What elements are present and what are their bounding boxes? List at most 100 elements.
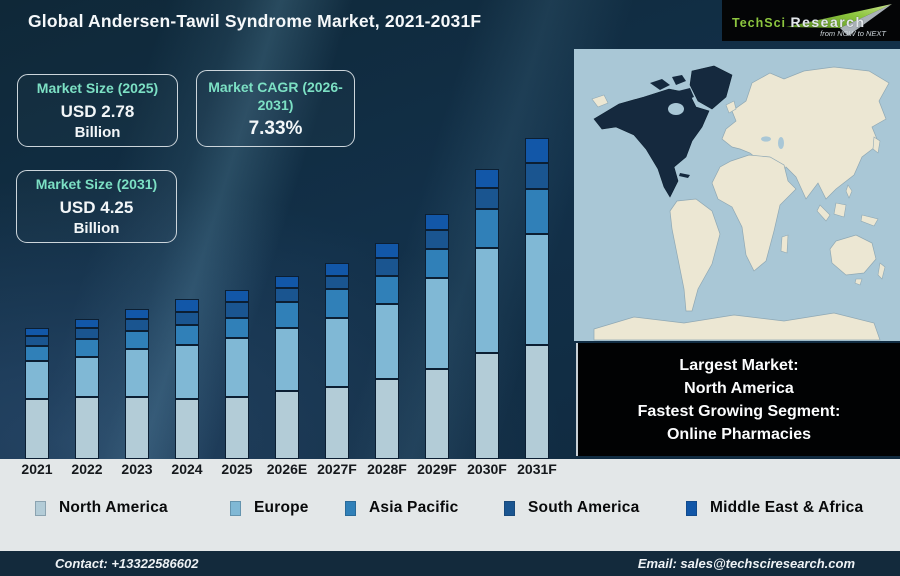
map-chukotka	[591, 94, 609, 108]
bar-segment-2027F-europe	[325, 318, 349, 387]
legend-item-asia-pacific: Asia Pacific	[345, 498, 458, 518]
market-cagr-box: Market CAGR (2026-2031) 7.33%	[196, 70, 355, 147]
bar-segment-2022-europe	[75, 357, 99, 397]
legend-swatch-icon	[686, 500, 697, 516]
bar-segment-2030F-north-america	[475, 353, 499, 459]
legend-swatch-icon	[345, 500, 356, 516]
bar-segment-2029F-south-america	[425, 230, 449, 249]
callout-line-4: Online Pharmacies	[666, 425, 812, 443]
bar-segment-2030F-asia-pacific	[475, 209, 499, 248]
legend-label: Europe	[254, 499, 309, 516]
x-axis-label-2025: 2025	[221, 461, 253, 477]
bar-segment-2024-south-america	[175, 312, 199, 325]
map-greenland-highlight	[689, 65, 733, 110]
legend-swatch-icon	[230, 500, 241, 516]
bar-segment-2030F-middle-east-africa	[475, 169, 499, 188]
legend-item-south-america: South America	[504, 498, 639, 518]
map-newguinea	[860, 214, 879, 227]
map-south-america	[669, 198, 721, 312]
map-madagascar	[780, 234, 789, 254]
bar-segment-2031F-south-america	[525, 163, 549, 189]
map-uk	[725, 100, 737, 114]
bar-segment-2026E-north-america	[275, 391, 299, 459]
legend-swatch-icon	[504, 500, 515, 516]
bar-segment-2029F-north-america	[425, 369, 449, 459]
page-title: Global Andersen-Tawil Syndrome Market, 2…	[28, 11, 482, 31]
callout-line-2: North America	[684, 379, 794, 397]
world-map-svg	[574, 49, 900, 341]
map-arctic-island-2	[672, 75, 686, 85]
logo-arrow-icon	[786, 4, 892, 36]
map-africa	[711, 154, 797, 272]
market-size-2025-value: USD 2.78	[60, 101, 135, 121]
x-axis-label-2022: 2022	[71, 461, 103, 477]
chart-legend: North America Europe Asia Pacific South Ame…	[0, 498, 900, 520]
bar-segment-2022-south-america	[75, 328, 99, 339]
legend-label: South America	[528, 499, 640, 516]
bar-segment-2028F-asia-pacific	[375, 276, 399, 304]
bar-segment-2021-asia-pacific	[25, 346, 49, 361]
market-size-2031-unit: Billion	[73, 219, 120, 237]
map-arctic-island-3	[678, 88, 694, 101]
x-axis-label-2026E: 2026E	[266, 461, 308, 477]
bar-segment-2031F-europe	[525, 234, 549, 345]
bar-segment-2023-asia-pacific	[125, 331, 149, 349]
legend-label: Middle East & Africa	[710, 499, 864, 516]
bar-segment-2024-middle-east-africa	[175, 299, 199, 312]
x-axis-label-2027F: 2027F	[317, 461, 357, 477]
bar-segment-2028F-south-america	[375, 258, 399, 276]
world-map	[574, 49, 900, 341]
footer-email: Email: sales@techsciresearch.com	[637, 556, 855, 571]
bottom-light-strip	[0, 459, 900, 551]
map-cuba	[679, 173, 690, 178]
bar-segment-2031F-asia-pacific	[525, 189, 549, 234]
logo-brand-primary: TechSci	[732, 16, 787, 30]
map-hudson-bay	[668, 103, 684, 115]
bar-segment-2022-asia-pacific	[75, 339, 99, 357]
x-axis-label-2023: 2023	[121, 461, 153, 477]
logo-brand-secondary: Research	[790, 14, 866, 30]
legend-item-europe: Europe	[230, 498, 309, 518]
callout-line-3: Fastest Growing Segment:	[637, 402, 841, 420]
bar-segment-2025-north-america	[225, 397, 249, 459]
bar-segment-2025-south-america	[225, 302, 249, 318]
bar-segment-2027F-south-america	[325, 276, 349, 289]
footer-bar: Contact: +13322586602 Email: sales@techs…	[0, 551, 900, 576]
map-north-america-highlight	[593, 88, 710, 198]
bar-segment-2026E-europe	[275, 328, 299, 391]
bar-segment-2023-north-america	[125, 397, 149, 459]
bar-segment-2021-middle-east-africa	[25, 328, 49, 336]
bar-segment-2028F-middle-east-africa	[375, 243, 399, 258]
market-size-2025-unit: Billion	[74, 123, 121, 141]
bar-segment-2029F-middle-east-africa	[425, 214, 449, 230]
market-size-2031-label: Market Size (2031)	[35, 175, 158, 192]
map-new-zealand	[877, 262, 886, 280]
bar-segment-2025-asia-pacific	[225, 318, 249, 338]
market-size-2025-label: Market Size (2025)	[36, 79, 159, 96]
map-black-sea	[761, 136, 771, 142]
bar-segment-2025-europe	[225, 338, 249, 397]
market-size-2025-box: Market Size (2025) USD 2.78 Billion	[17, 74, 178, 147]
x-axis-label-2024: 2024	[171, 461, 203, 477]
bar-segment-2022-middle-east-africa	[75, 319, 99, 328]
map-sumatra	[816, 204, 831, 222]
map-japan	[872, 136, 881, 154]
map-tasmania	[854, 278, 863, 286]
x-axis-label-2021: 2021	[21, 461, 53, 477]
bar-segment-2027F-asia-pacific	[325, 289, 349, 318]
techsci-logo: TechSci Research from NOW to NEXT	[722, 0, 900, 41]
legend-item-middle-east-africa: Middle East & Africa	[686, 498, 863, 518]
largest-market-callout: Largest Market: North America Fastest Gr…	[576, 343, 900, 456]
bar-segment-2029F-europe	[425, 278, 449, 369]
bar-segment-2021-north-america	[25, 399, 49, 459]
bar-segment-2024-europe	[175, 345, 199, 399]
bar-segment-2023-south-america	[125, 319, 149, 331]
bar-segment-2026E-asia-pacific	[275, 302, 299, 328]
bar-segment-2027F-middle-east-africa	[325, 263, 349, 276]
bar-segment-2024-asia-pacific	[175, 325, 199, 345]
stacked-bar-chart	[25, 138, 549, 459]
map-philippines	[845, 184, 853, 199]
bar-segment-2021-south-america	[25, 336, 49, 346]
map-arctic-island-1	[650, 79, 670, 90]
x-axis-label-2028F: 2028F	[367, 461, 407, 477]
